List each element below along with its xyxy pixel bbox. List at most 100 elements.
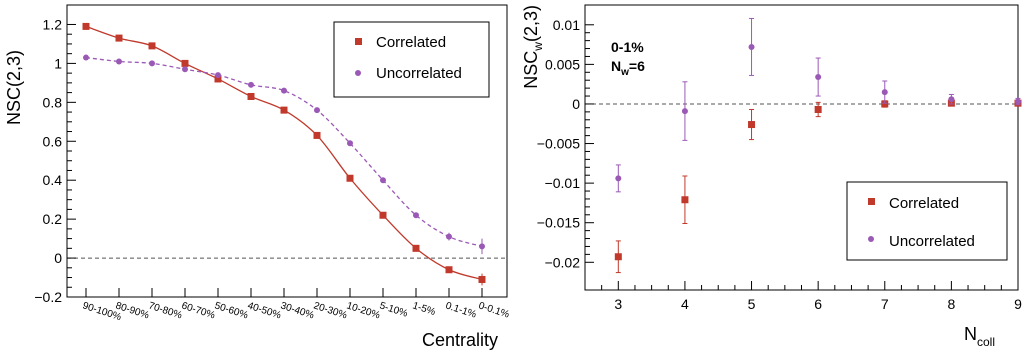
left-data-point-uncorrelated xyxy=(281,87,287,94)
left-x-tick-label: 10-20% xyxy=(345,300,381,321)
right-x-axis-title-sub: coll xyxy=(977,335,995,349)
left-data-point-uncorrelated xyxy=(116,58,122,65)
left-data-point-uncorrelated xyxy=(347,140,353,147)
right-y-tick-label: −0.01 xyxy=(545,175,581,191)
right-annotation-centrality: 0-1% xyxy=(611,39,644,55)
right-legend-box xyxy=(846,181,1008,261)
left-y-tick-label: 0.2 xyxy=(43,211,63,227)
left-data-point-uncorrelated xyxy=(215,72,221,79)
left-x-tick-label: 50-60% xyxy=(213,300,249,321)
right-annotation-nw-sub: w xyxy=(620,67,629,78)
left-series xyxy=(82,22,486,286)
left-data-point-uncorrelated xyxy=(446,233,452,240)
left-x-tick-label: 20-30% xyxy=(312,300,348,321)
left-x-tick-label: 70-80% xyxy=(147,300,183,321)
left-legend-uncorrelated-label: Uncorrelated xyxy=(376,65,462,82)
right-x-tick-label: 4 xyxy=(681,296,689,312)
left-data-point-correlated xyxy=(313,131,321,139)
left-y-tick-label: 0.8 xyxy=(43,94,63,110)
left-data-point-correlated xyxy=(115,34,123,42)
right-y-tick-label: −0.02 xyxy=(545,254,581,270)
left-y-axis-ticks: −0.2 0 0.2 0.4 0.6 0.8 1 1.2 xyxy=(34,16,76,305)
left-y-tick-label: 0.6 xyxy=(43,133,63,149)
right-annotation-nw-tail: =6 xyxy=(629,58,645,74)
right-x-axis-title-main: N xyxy=(964,324,977,344)
right-y-axis-title-sub: w xyxy=(531,42,545,52)
right-x-axis-ticks: 3 4 5 6 7 8 9 xyxy=(584,281,1022,312)
right-y-axis-title-tail: (2,3) xyxy=(521,5,541,42)
left-x-axis-ticks: 90-100%80-90%70-80%60-70%50-60%40-50%30-… xyxy=(81,288,511,323)
right-x-tick-label: 9 xyxy=(1014,296,1022,312)
right-series xyxy=(614,17,1022,274)
left-data-point-correlated xyxy=(280,106,288,114)
right-legend-correlated-marker xyxy=(868,198,875,205)
left-data-point-correlated xyxy=(379,211,387,219)
left-data-point-uncorrelated xyxy=(380,177,386,184)
left-data-point-correlated xyxy=(445,266,453,274)
left-data-point-correlated xyxy=(478,275,486,283)
left-y-axis-title: NSC(2,3) xyxy=(4,50,24,125)
left-y-tick-label: 1.2 xyxy=(43,16,63,32)
left-data-point-uncorrelated xyxy=(182,66,188,73)
right-x-axis-title: Ncoll xyxy=(964,324,995,349)
left-data-point-correlated xyxy=(412,244,420,252)
left-data-point-correlated xyxy=(82,22,90,30)
right-data-point-uncorrelated xyxy=(1015,98,1021,105)
left-data-point-uncorrelated xyxy=(314,107,320,114)
left-data-point-uncorrelated xyxy=(248,81,254,88)
left-legend-uncorrelated-marker xyxy=(355,70,361,76)
left-legend-box xyxy=(333,21,490,98)
left-legend: Correlated Uncorrelated xyxy=(333,21,490,98)
right-y-tick-label: 0.01 xyxy=(553,17,580,33)
right-panel: −0.02 −0.015 −0.01 −0.005 0 0.005 0.01 3 4 5 6 7 8 9… xyxy=(521,4,1022,349)
left-data-point-correlated xyxy=(181,59,189,67)
right-annotation-nw-main: N xyxy=(611,58,621,74)
right-x-tick-label: 3 xyxy=(614,296,622,312)
left-legend-correlated-label: Correlated xyxy=(376,34,446,51)
left-data-point-correlated xyxy=(346,174,354,182)
right-data-point-correlated xyxy=(814,106,822,113)
left-data-point-uncorrelated xyxy=(83,54,89,61)
left-x-tick-label: 60-70% xyxy=(180,300,216,321)
left-x-tick-label: 0.1-1% xyxy=(444,300,478,320)
right-legend-uncorrelated-label: Uncorrelated xyxy=(889,233,975,250)
right-y-axis-title: NSCw(2,3) xyxy=(521,5,545,89)
left-x-tick-label: 5-10% xyxy=(378,300,409,319)
left-data-point-uncorrelated xyxy=(149,60,155,67)
right-data-point-uncorrelated xyxy=(681,108,688,115)
right-data-point-correlated xyxy=(748,121,756,129)
left-y-tick-label: 0 xyxy=(54,250,62,266)
left-data-point-correlated xyxy=(214,75,222,83)
right-y-tick-label: 0.005 xyxy=(545,56,580,72)
left-x-tick-label: 1-5% xyxy=(411,300,437,318)
right-x-tick-label: 6 xyxy=(814,296,822,312)
left-x-tick-label: 40-50% xyxy=(246,300,282,321)
right-legend: Correlated Uncorrelated xyxy=(846,181,1008,261)
left-x-axis-title: Centrality xyxy=(422,330,498,350)
right-data-point-uncorrelated xyxy=(615,175,622,182)
right-data-point-uncorrelated xyxy=(748,43,755,50)
right-data-point-correlated xyxy=(681,196,689,204)
right-data-point-correlated xyxy=(614,253,622,261)
left-x-tick-label: 0-0.1% xyxy=(477,300,511,320)
right-x-tick-label: 7 xyxy=(881,296,889,312)
left-panel: −0.2 0 0.2 0.4 0.6 0.8 1 1.2 90-100%80-90%70-80… xyxy=(4,4,511,350)
right-data-point-correlated xyxy=(881,100,889,108)
left-data-point-uncorrelated xyxy=(479,243,485,250)
right-y-tick-label: −0.015 xyxy=(537,215,580,231)
left-y-tick-label: 0.4 xyxy=(43,172,63,188)
right-x-tick-label: 5 xyxy=(748,296,756,312)
left-y-tick-label: −0.2 xyxy=(34,289,62,305)
right-y-tick-label: −0.005 xyxy=(537,136,580,152)
right-y-axis-title-main: NSC xyxy=(521,51,541,89)
left-legend-correlated-marker xyxy=(355,38,362,45)
left-y-tick-label: 1 xyxy=(54,55,62,71)
right-y-tick-label: 0 xyxy=(572,96,580,112)
right-x-tick-label: 8 xyxy=(947,296,955,312)
right-data-point-uncorrelated xyxy=(948,96,955,103)
right-legend-correlated-label: Correlated xyxy=(889,195,959,212)
left-data-point-uncorrelated xyxy=(413,212,419,219)
right-y-axis-ticks: −0.02 −0.015 −0.01 −0.005 0 0.005 0.01 xyxy=(537,17,594,270)
left-data-point-correlated xyxy=(247,92,255,100)
right-legend-uncorrelated-marker xyxy=(868,236,874,242)
